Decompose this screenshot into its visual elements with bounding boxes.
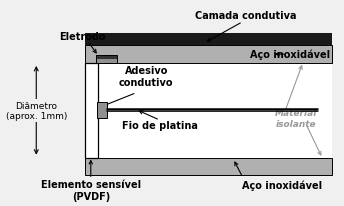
Text: Material
isolante: Material isolante (275, 109, 318, 128)
Text: Aço inoxidável: Aço inoxidável (250, 50, 330, 60)
Bar (96, 56, 117, 60)
Text: Elemento sensível
(PVDF): Elemento sensível (PVDF) (41, 179, 141, 201)
Text: Camada condutiva: Camada condutiva (195, 11, 296, 21)
Bar (85, 158, 332, 176)
Bar (85, 64, 332, 158)
Bar (85, 46, 332, 64)
Text: Adesivo
condutivo: Adesivo condutivo (119, 66, 174, 87)
Bar (96, 56, 117, 64)
Text: Diâmetro
(aprox. 1mm): Diâmetro (aprox. 1mm) (6, 101, 67, 121)
Text: Eletrodo: Eletrodo (59, 32, 105, 42)
Bar (85, 34, 332, 46)
Bar (85, 64, 98, 158)
Bar (97, 103, 107, 119)
Text: Aço inoxidável: Aço inoxidável (241, 179, 322, 190)
Bar (96, 60, 117, 64)
Text: Fio de platina: Fio de platina (122, 121, 198, 131)
